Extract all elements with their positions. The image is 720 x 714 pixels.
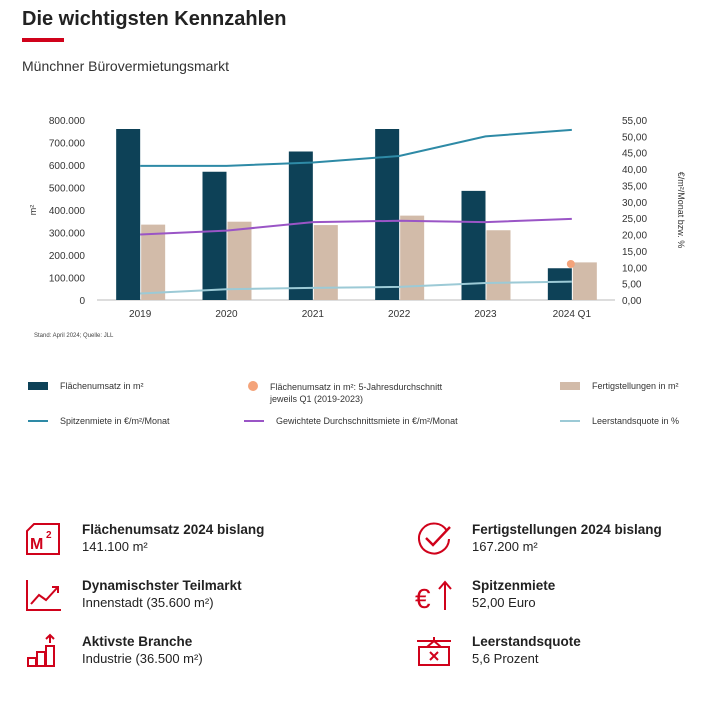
page-subtitle: Münchner Bürovermietungsmarkt [22,58,229,74]
legend-item-leerstand: Leerstandsquote in % [560,415,679,427]
y-left-tick-label: 700.000 [49,139,86,150]
y-left-tick-label: 200.000 [49,251,86,262]
legend-label-durchschnittsmiete: Gewichtete Durchschnittsmiete in €/m²/Mo… [276,416,458,426]
y-axis-right-title: €/m²/Monat bzw. % [676,172,686,249]
y-left-tick-label: 0 [79,296,85,307]
legend-item-fertigstellungen: Fertigstellungen in m² [560,380,679,392]
page-title: Die wichtigsten Kennzahlen [22,8,287,30]
y-left-tick-label: 400.000 [49,206,86,217]
kpi-value: 141.100 m² [82,539,148,554]
legend-label-fuenfjahresschnitt: Flächenumsatz in m²: 5-Jahresdurchschnit… [270,381,442,405]
bar-flaechenumsatz [116,129,141,300]
kpi-title: Leerstandsquote [472,634,581,649]
trend-line-icon [26,580,61,611]
bar-fertigstellungen [227,221,252,300]
y-right-tick-label: 25,00 [622,214,647,225]
chart-legend: Flächenumsatz in m² Flächenumsatz in m²:… [0,376,720,436]
line-spitzenmiete [140,128,572,167]
svg-text:M: M [30,536,43,553]
y-right-tick-label: 5,00 [622,280,642,291]
kpi-value: 167.200 m² [472,539,538,554]
legend-item-spitzenmiete: Spitzenmiete in €/m²/Monat [28,415,170,427]
bar-fertigstellungen [141,224,166,300]
legend-label-flaechenumsatz: Flächenumsatz in m² [60,381,144,391]
kpi-value: 52,00 Euro [472,595,536,610]
x-tick-label: 2022 [388,309,411,320]
legend-swatch-durchschnittsmiete [244,420,264,422]
bar-flaechenumsatz [288,151,313,300]
kpi-leerstand: Leerstandsquote 5,6 Prozent [414,633,581,669]
kpi-flaechenumsatz: M 2 Flächenumsatz 2024 bislang 141.100 m… [24,521,264,557]
legend-swatch-fuenfjahresschnitt [248,381,258,391]
kpi-value: 5,6 Prozent [472,651,539,666]
kpi-title: Spitzenmiete [472,578,556,593]
kpi-fertigstellungen: Fertigstellungen 2024 bislang 167.200 m² [414,521,662,557]
y-right-tick-label: 0,00 [622,296,642,307]
line-leerstandsquote [140,280,572,295]
y-right-tick-label: 15,00 [622,247,647,258]
kpi-value: Innenstadt (35.600 m²) [82,595,214,610]
legend-label-leerstand: Leerstandsquote in % [592,416,680,426]
legend-label-spitzenmiete: Spitzenmiete in €/m²/Monat [60,416,170,426]
y-right-tick-label: 30,00 [622,198,647,209]
bar-flaechenumsatz [202,171,227,300]
y-left-tick-label: 600.000 [49,161,86,172]
rising-bars-icon [27,633,55,667]
vacant-sign-icon [417,637,451,666]
y-right-tick-label: 45,00 [622,149,647,160]
y-right-tick-label: 55,00 [622,116,647,127]
euro-up-arrow-icon: € [415,580,452,613]
square-meter-icon: M 2 [26,523,60,555]
title-accent-rule [22,38,64,42]
checkmark-circle-icon [418,522,451,555]
kpi-title: Aktivste Branche [82,634,193,649]
y-right-tick-label: 10,00 [622,263,647,274]
legend-item-durchschnittsmiete: Gewichtete Durchschnittsmiete in €/m²/Mo… [244,415,458,427]
source-note: Stand: April 2024; Quelle: JLL [34,333,114,339]
kpi-grid: M 2 Flächenumsatz 2024 bislang 141.100 m… [0,515,720,705]
y-axis-left-title: m² [28,205,38,216]
bar-fertigstellungen [486,230,511,300]
legend-swatch-flaechenumsatz [28,382,48,390]
kpi-spitzenmiete: € Spitzenmiete 52,00 Euro [414,577,555,613]
svg-text:2: 2 [46,530,52,541]
x-tick-label: 2020 [215,309,238,320]
x-tick-label: 2023 [474,309,497,320]
svg-text:€: € [415,583,431,613]
legend-swatch-leerstand [560,420,580,422]
legend-label-fuenfjahresschnitt-line2: jeweils Q1 (2019-2023) [270,394,364,404]
y-right-tick-label: 40,00 [622,165,647,176]
kpi-title: Dynamischster Teilmarkt [82,578,242,593]
x-tick-label: 2024 Q1 [553,309,592,320]
legend-item-fuenfjahresschnitt: Flächenumsatz in m²: 5-Jahresdurchschnit… [244,381,442,405]
y-right-tick-label: 20,00 [622,231,647,242]
y-left-tick-label: 800.000 [49,116,86,127]
bar-flaechenumsatz [461,190,486,300]
kpi-title: Fertigstellungen 2024 bislang [472,522,662,537]
kpi-teilmarkt: Dynamischster Teilmarkt Innenstadt (35.6… [24,577,242,613]
kpi-title: Flächenumsatz 2024 bislang [82,522,265,537]
bar-flaechenumsatz [375,129,400,300]
y-left-tick-label: 300.000 [49,229,86,240]
legend-label-fuenfjahresschnitt-line1: Flächenumsatz in m²: 5-Jahresdurchschnit… [270,382,443,392]
x-tick-label: 2019 [129,309,152,320]
y-left-tick-label: 100.000 [49,274,86,285]
legend-swatch-fertigstellungen [560,382,580,390]
bar-fertigstellungen [572,262,597,300]
line-durchschnittsmiete [140,217,572,236]
legend-item-flaechenumsatz: Flächenumsatz in m² [28,380,144,392]
kpi-value: Industrie (36.500 m²) [82,651,203,666]
bar-flaechenumsatz [547,268,572,300]
chart: 0 100.000 200.000 300.000 400.000 500.000 600.… [28,116,686,320]
y-right-tick-label: 35,00 [622,181,647,192]
y-left-tick-label: 500.000 [49,184,86,195]
x-tick-label: 2021 [302,309,325,320]
point-fuenfjahresschnitt [566,260,575,268]
kpi-branche: Aktivste Branche Industrie (36.500 m²) [24,633,203,669]
legend-swatch-spitzenmiete [28,420,48,422]
y-right-tick-label: 50,00 [622,132,647,143]
legend-label-fertigstellungen: Fertigstellungen in m² [592,381,679,391]
